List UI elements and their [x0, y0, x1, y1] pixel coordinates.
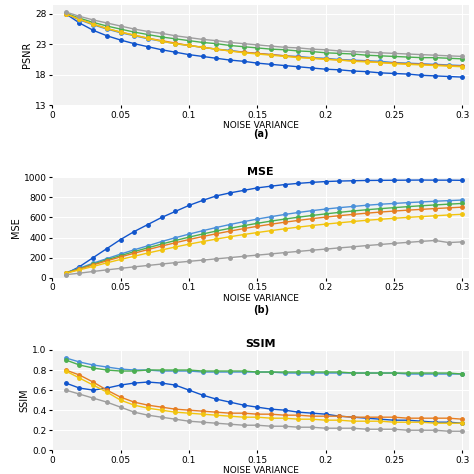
Y-axis label: PSNR: PSNR [22, 42, 32, 68]
Y-axis label: MSE: MSE [11, 217, 21, 238]
Text: (a): (a) [253, 129, 268, 139]
X-axis label: NOISE VARIANCE: NOISE VARIANCE [223, 121, 299, 130]
Title: SSIM: SSIM [246, 339, 276, 349]
X-axis label: NOISE VARIANCE: NOISE VARIANCE [223, 466, 299, 474]
Y-axis label: SSIM: SSIM [19, 388, 29, 412]
Title: MSE: MSE [247, 166, 274, 177]
Text: (b): (b) [253, 305, 269, 315]
X-axis label: NOISE VARIANCE: NOISE VARIANCE [223, 293, 299, 302]
